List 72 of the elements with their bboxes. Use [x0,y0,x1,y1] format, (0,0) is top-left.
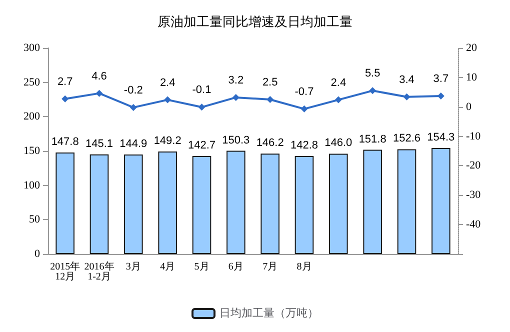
data-label: -0.7 [294,86,314,98]
data-label: 152.6 [392,132,421,145]
point [130,104,137,111]
data-label: 142.8 [290,139,318,152]
data-label: 145.1 [85,138,114,150]
y-tick-label: 250 [24,76,40,88]
x-tick-label: 6月 [228,262,244,272]
y-tick-label: 100 [24,179,40,192]
data-label: 147.8 [51,136,79,148]
data-label: 4.6 [92,70,107,82]
bar [432,148,450,254]
bar [192,156,212,254]
data-label: 2.4 [330,76,346,89]
legend-label: 日均加工量（万吨） [220,306,318,320]
data-label: 5.5 [364,68,380,80]
y-tick-label: 50 [29,214,40,226]
y2-tick-label: -30 [466,189,482,202]
bar [260,154,280,254]
bar [158,152,177,254]
data-label: 142.7 [188,140,216,152]
data-label: 149.2 [154,135,182,148]
data-label: -0.2 [124,84,143,96]
point [62,95,69,102]
x-tick-label: 2015年 12月 [50,260,80,282]
bar [363,150,382,254]
data-label: -0.1 [192,84,212,96]
bar [294,156,314,254]
data-label: 2.7 [57,76,73,88]
chart-title: 原油加工量同比增速及日均加工量 [158,14,352,29]
x-tick-label: 3月 [126,262,141,272]
y2-tick-label: 20 [466,42,478,54]
x-tick-label: 2016年 1-2月 [84,260,114,282]
point [300,105,308,112]
y2-tick-label: -40 [466,218,482,231]
point [403,93,410,100]
y2-tick-label: 0 [466,100,472,113]
y-tick-label: 0 [34,248,40,260]
data-label: 3.7 [433,72,449,85]
data-label: 3.4 [399,74,414,86]
point [266,96,274,103]
x-tick-label: 7月 [262,262,278,272]
y-tick-label: 200 [24,110,40,123]
data-label: 2.5 [262,76,278,88]
data-label: 146.0 [324,137,352,150]
x-tick-label: 5月 [194,262,210,272]
data-label: 151.8 [358,133,386,146]
bar [124,154,143,254]
y-tick-label: 300 [24,42,40,54]
point [334,96,342,104]
bar [90,154,109,254]
x-tick-label: 8月 [296,262,312,272]
y2-tick-label: -10 [466,130,482,142]
y2-tick-label: -20 [466,160,482,172]
bar [56,152,74,254]
point [437,92,444,100]
data-label: 146.2 [256,137,284,150]
data-label: 150.3 [222,134,250,146]
y-tick-label: 150 [24,145,40,157]
data-label: 2.4 [160,76,176,89]
point [164,96,172,104]
bar [329,154,348,254]
bar [226,150,246,254]
point [369,87,376,94]
data-label: 3.2 [228,74,244,86]
point [198,104,206,111]
point [96,90,103,97]
x-tick-label: 4月 [160,262,176,272]
data-label: 154.3 [427,132,455,144]
point [232,94,240,101]
bar [397,149,416,254]
data-label: 144.9 [120,138,148,150]
y2-tick-label: 10 [466,71,478,84]
